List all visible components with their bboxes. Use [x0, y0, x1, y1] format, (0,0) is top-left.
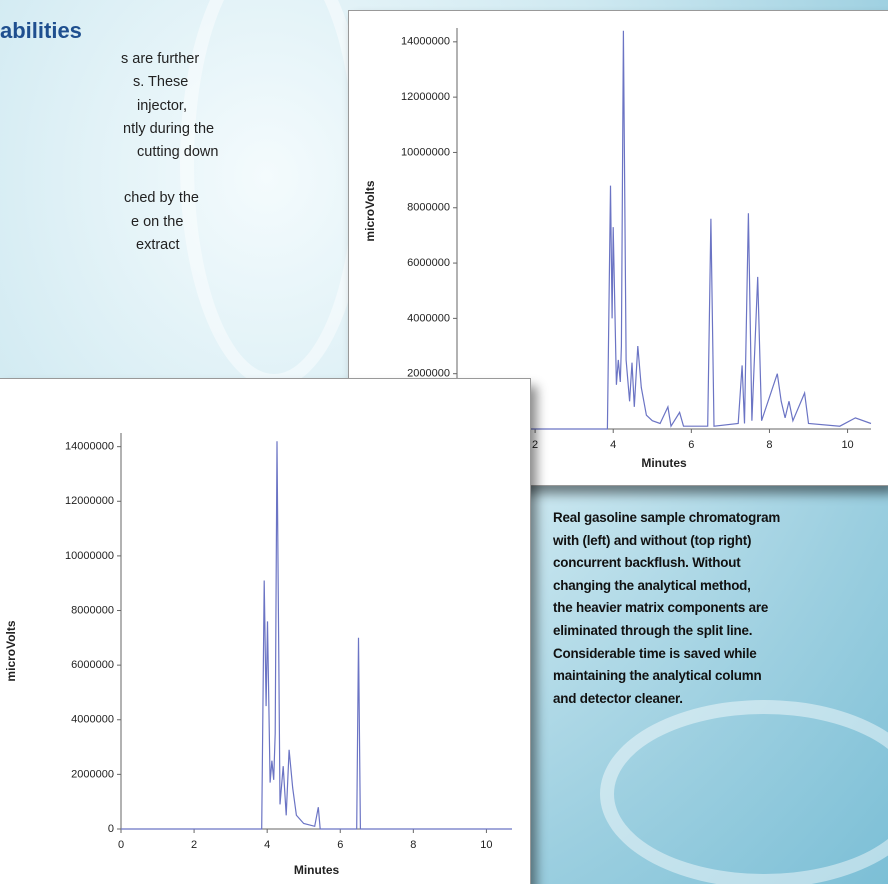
y-tick-label: 0: [108, 823, 114, 835]
y-tick-label: 12000000: [65, 495, 114, 507]
caption-line: the heavier matrix components are: [553, 600, 769, 616]
x-axis-label: Minutes: [641, 456, 687, 470]
caption-line: changing the analytical method,: [553, 577, 751, 593]
y-tick-label: 6000000: [71, 659, 114, 671]
caption-line: with (left) and without (top right): [553, 532, 752, 548]
y-axis-label: microVolts: [363, 180, 377, 241]
body-text: s are further s. These injector, ntly durin…: [0, 48, 218, 257]
x-axis-label: Minutes: [294, 863, 340, 877]
y-tick-label: 2000000: [407, 368, 450, 380]
x-tick-label: 8: [410, 839, 416, 851]
x-tick-label: 2: [532, 439, 538, 451]
heading: abilities: [0, 18, 82, 43]
y-tick-label: 4000000: [407, 312, 450, 324]
y-tick-label: 14000000: [65, 441, 114, 453]
y-axis-label: microVolts: [4, 620, 18, 681]
caption: Real gasoline sample chromatogram with (l…: [553, 507, 780, 710]
body-line: cutting down: [137, 144, 219, 161]
x-tick-label: 6: [337, 839, 343, 851]
body-line: ntly during the: [123, 120, 215, 137]
y-tick-label: 10000000: [65, 550, 114, 562]
y-tick-label: 4000000: [71, 714, 114, 726]
x-tick-label: 10: [841, 439, 853, 451]
body-line: s are further: [121, 51, 200, 67]
data-line: [457, 30, 872, 430]
caption-line: and detector cleaner.: [553, 690, 683, 706]
y-tick-label: 8000000: [407, 202, 450, 214]
caption-line: Real gasoline sample chromatogram: [553, 510, 781, 525]
x-tick-label: 4: [264, 839, 270, 851]
y-tick-label: 8000000: [71, 604, 114, 616]
y-tick-label: 6000000: [407, 257, 450, 269]
data-line: [121, 441, 512, 830]
y-tick-label: 2000000: [71, 768, 114, 780]
body-line: extract: [136, 237, 180, 254]
y-tick-label: 10000000: [401, 146, 450, 158]
caption-line: concurrent backflush. Without: [553, 555, 741, 571]
caption-line: eliminated through the split line.: [553, 622, 753, 638]
caption-line: Considerable time is saved while: [553, 645, 757, 661]
x-tick-label: 4: [610, 439, 616, 451]
x-tick-label: 6: [688, 439, 694, 451]
x-tick-label: 2: [191, 839, 197, 851]
chart: 0 2000000 4000000 6000000 8000000 10000000 120…: [4, 433, 512, 877]
y-tick-label: 14000000: [401, 36, 450, 48]
chart-box: 0 2000000 4000000 6000000 8000000 10000000 120…: [0, 378, 531, 884]
x-tick-label: 0: [118, 839, 124, 851]
x-tick-label: 8: [766, 439, 772, 451]
decoration: [600, 700, 888, 884]
x-tick-label: 10: [480, 839, 492, 851]
body-line: e on the: [131, 213, 184, 230]
body-line: ched by the: [124, 190, 199, 207]
body-line: s. These: [133, 74, 189, 91]
y-tick-label: 12000000: [401, 91, 450, 103]
body-line: injector,: [137, 97, 187, 114]
caption-line: maintaining the analytical column: [553, 668, 762, 684]
